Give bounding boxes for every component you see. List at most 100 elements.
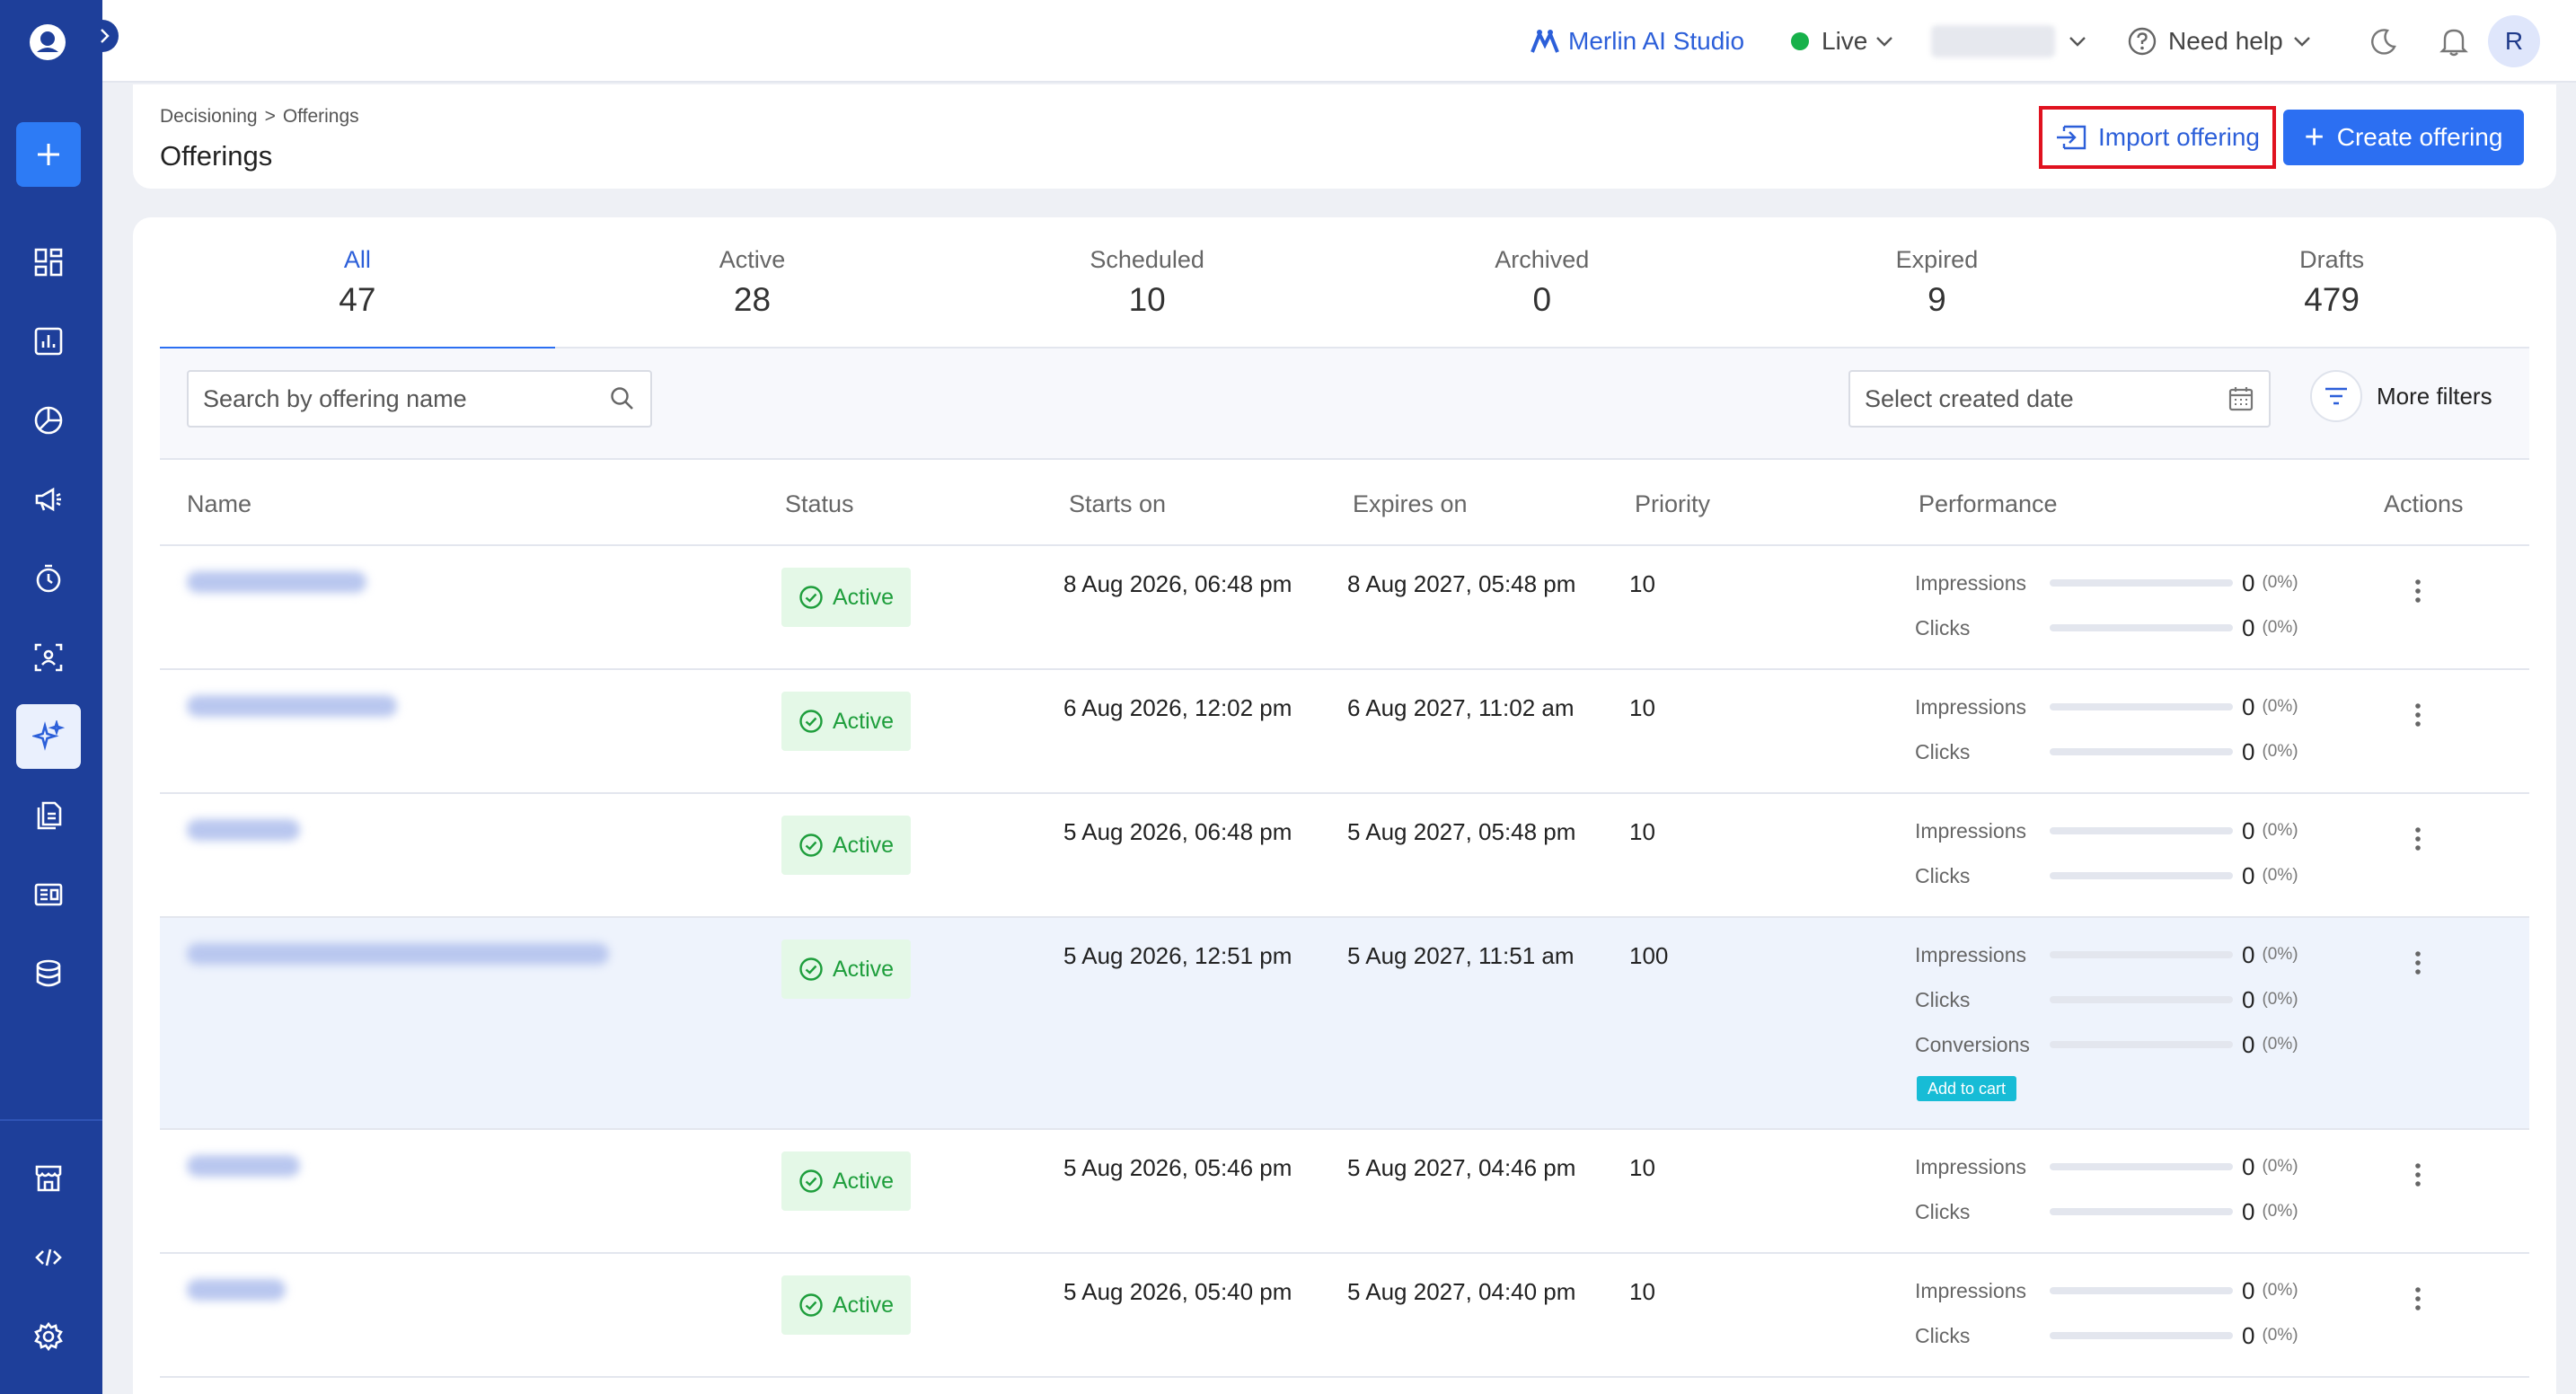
row-actions-menu[interactable] — [2400, 697, 2436, 733]
app-logo-icon[interactable] — [25, 20, 70, 65]
row-actions-menu[interactable] — [2400, 1157, 2436, 1193]
tab-label: Expired — [1895, 246, 1979, 273]
row-actions-menu[interactable] — [2400, 573, 2436, 609]
tab-all[interactable]: All 47 — [160, 217, 555, 350]
settings-icon[interactable] — [16, 1304, 81, 1369]
metric-label: Clicks — [1915, 987, 1971, 1011]
tab-count: 47 — [339, 281, 376, 318]
more-filters-label[interactable]: More filters — [2377, 383, 2492, 410]
plus-icon: + — [2304, 119, 2325, 156]
tab-scheduled[interactable]: Scheduled 10 — [949, 217, 1345, 348]
table-row[interactable]: Active 8 Aug 2026, 06:48 pm 8 Aug 2027, … — [160, 546, 2529, 670]
metric-label: Impressions — [1915, 1278, 2026, 1302]
campaigns-icon[interactable] — [16, 467, 81, 532]
tab-active[interactable]: Active 28 — [555, 217, 950, 348]
sidebar-expand-button[interactable] — [90, 20, 119, 52]
offering-name-redacted[interactable] — [187, 695, 397, 717]
breadcrumb-item-decisioning[interactable]: Decisioning — [160, 106, 258, 127]
more-vertical-icon — [2415, 1287, 2421, 1310]
offering-name-redacted[interactable] — [187, 571, 366, 593]
metric-value: 0 — [2242, 940, 2255, 968]
create-offering-button[interactable]: + Create offering — [2283, 110, 2524, 165]
metric-bar — [2050, 624, 2233, 631]
table-row[interactable]: Active 5 Aug 2026, 06:48 pm 5 Aug 2027, … — [160, 794, 2529, 918]
status-badge: Active — [781, 1151, 911, 1211]
row-actions-menu[interactable] — [2400, 821, 2436, 857]
developer-icon[interactable] — [16, 1225, 81, 1290]
metric-bar — [2050, 703, 2233, 710]
row-actions-menu[interactable] — [2400, 1281, 2436, 1317]
environment-dropdown[interactable]: Live — [1791, 0, 1894, 83]
dark-mode-toggle[interactable] — [2369, 0, 2398, 83]
expires-on-value: 8 Aug 2027, 05:48 pm — [1347, 570, 1576, 597]
data-icon[interactable] — [16, 941, 81, 1006]
metric-label: Impressions — [1915, 694, 2026, 719]
help-dropdown[interactable]: Need help — [2127, 0, 2312, 83]
store-icon[interactable] — [16, 1146, 81, 1211]
analytics-icon[interactable] — [16, 309, 81, 374]
content-icon[interactable] — [16, 783, 81, 848]
performance-metric: Clicks 0 (0%) — [1915, 1198, 2298, 1225]
check-circle-icon — [799, 834, 823, 857]
tab-count: 9 — [1928, 281, 1946, 318]
search-input[interactable] — [203, 384, 609, 413]
sidebar-divider — [0, 1119, 102, 1121]
expires-on-value: 6 Aug 2027, 11:02 am — [1347, 694, 1575, 721]
performance-metric: Impressions 0 (0%) — [1915, 941, 2298, 968]
metric-percent: (0%) — [2262, 821, 2298, 840]
segments-icon[interactable] — [16, 388, 81, 453]
notifications-button[interactable] — [2439, 0, 2468, 83]
created-date-input[interactable] — [1865, 384, 2228, 413]
workspace-dropdown[interactable] — [1931, 0, 2087, 83]
table-row[interactable]: Active 5 Aug 2026, 12:51 pm 5 Aug 2027, … — [160, 918, 2529, 1130]
page-header: Decisioning > Offerings Offerings Import o… — [133, 84, 2556, 189]
status-label: Active — [832, 956, 895, 982]
audience-icon[interactable] — [16, 625, 81, 690]
metric-bar — [2050, 827, 2233, 834]
metric-value: 0 — [2242, 1030, 2255, 1058]
more-filters-button[interactable] — [2310, 370, 2362, 422]
table-row[interactable]: Active 5 Aug 2026, 05:46 pm 5 Aug 2027, … — [160, 1130, 2529, 1254]
help-icon — [2128, 27, 2157, 56]
user-menu[interactable]: R — [2488, 0, 2540, 83]
column-performance: Performance — [1919, 490, 2058, 517]
calendar-icon[interactable] — [2228, 385, 2254, 412]
starts-on-value: 5 Aug 2026, 05:46 pm — [1063, 1154, 1292, 1181]
priority-value: 10 — [1629, 818, 1655, 845]
table-row[interactable]: Active 6 Aug 2026, 12:02 pm 6 Aug 2027, … — [160, 670, 2529, 794]
page-title: Offerings — [160, 140, 273, 172]
dashboard-icon[interactable] — [16, 230, 81, 295]
templates-icon[interactable] — [16, 862, 81, 927]
starts-on-value: 5 Aug 2026, 05:40 pm — [1063, 1278, 1292, 1305]
metric-bar — [2050, 579, 2233, 587]
merlin-label: Merlin AI Studio — [1568, 27, 1745, 55]
table-row[interactable]: Active 5 Aug 2026, 05:40 pm 5 Aug 2027, … — [160, 1254, 2529, 1378]
metric-label: Clicks — [1915, 615, 1971, 640]
priority-value: 10 — [1629, 1154, 1655, 1181]
offering-name-redacted[interactable] — [187, 819, 300, 841]
tab-expired[interactable]: Expired 9 — [1740, 217, 2135, 348]
create-new-button[interactable] — [16, 122, 81, 187]
metric-value: 0 — [2242, 985, 2255, 1013]
metric-percent: (0%) — [2262, 1202, 2298, 1221]
row-actions-menu[interactable] — [2400, 945, 2436, 981]
search-icon[interactable] — [609, 385, 636, 412]
decisioning-icon[interactable] — [16, 704, 81, 769]
more-vertical-icon — [2415, 579, 2421, 603]
offering-name-redacted[interactable] — [187, 1155, 300, 1177]
import-icon — [2056, 125, 2086, 150]
import-offering-button[interactable]: Import offering — [2039, 106, 2276, 169]
expires-on-value: 5 Aug 2027, 04:46 pm — [1347, 1154, 1576, 1181]
tab-drafts[interactable]: Drafts 479 — [2134, 217, 2529, 348]
offering-name-redacted[interactable] — [187, 1279, 286, 1301]
tab-count: 479 — [2304, 281, 2360, 318]
chevron-down-icon — [2293, 37, 2310, 47]
moon-icon — [2371, 29, 2396, 55]
merlin-ai-studio-link[interactable]: Merlin AI Studio — [1531, 0, 1744, 83]
tab-count: 28 — [733, 281, 772, 318]
offering-name-redacted[interactable] — [187, 943, 609, 965]
journeys-icon[interactable] — [16, 546, 81, 611]
tab-count: 10 — [1128, 281, 1166, 318]
column-actions: Actions — [2384, 490, 2464, 517]
tab-archived[interactable]: Archived 0 — [1345, 217, 1740, 348]
